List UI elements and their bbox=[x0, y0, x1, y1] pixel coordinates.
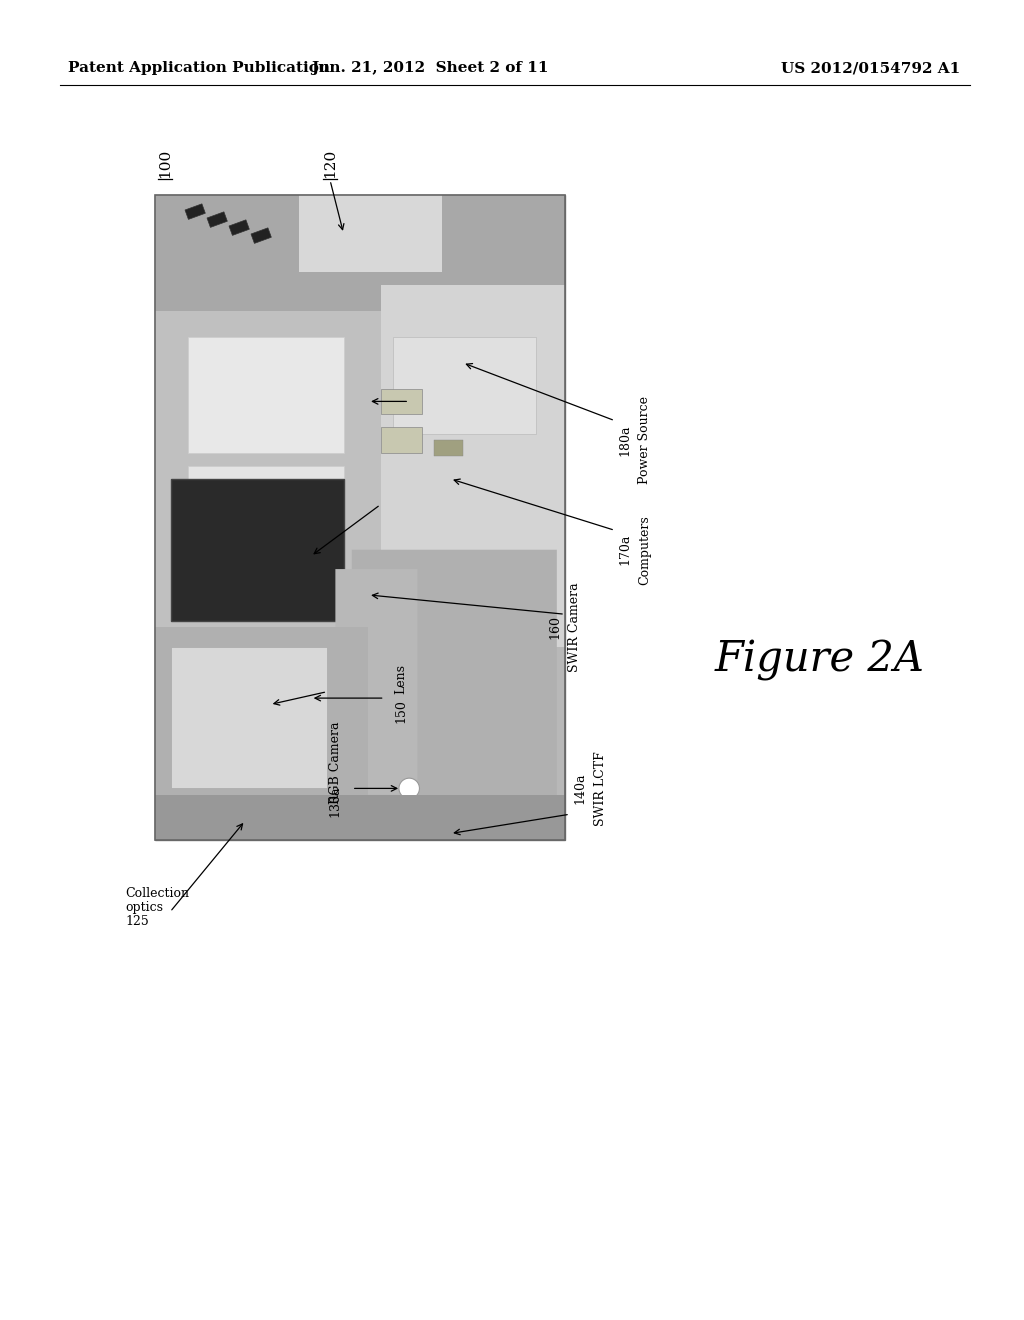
Text: Lens: Lens bbox=[394, 664, 408, 694]
FancyBboxPatch shape bbox=[352, 549, 557, 808]
Bar bbox=[171, 647, 328, 788]
Bar bbox=[381, 285, 565, 647]
Bar bbox=[155, 195, 565, 840]
Bar bbox=[155, 312, 381, 647]
Bar bbox=[381, 428, 422, 453]
Text: 100: 100 bbox=[158, 149, 172, 178]
Text: 125: 125 bbox=[125, 915, 148, 928]
Text: 160: 160 bbox=[549, 615, 561, 639]
Text: optics: optics bbox=[125, 902, 163, 913]
Bar bbox=[185, 203, 206, 219]
Bar bbox=[155, 795, 565, 840]
Bar bbox=[155, 195, 565, 312]
Text: 180a: 180a bbox=[618, 424, 632, 455]
Text: 150: 150 bbox=[394, 700, 408, 723]
Text: 170a: 170a bbox=[618, 535, 632, 565]
Bar bbox=[229, 220, 249, 235]
Bar bbox=[393, 337, 537, 434]
Text: 130a: 130a bbox=[329, 785, 342, 817]
Text: Power Source: Power Source bbox=[639, 396, 651, 484]
Bar bbox=[171, 479, 344, 620]
FancyBboxPatch shape bbox=[336, 569, 418, 795]
Text: Patent Application Publication: Patent Application Publication bbox=[68, 61, 330, 75]
Text: Jun. 21, 2012  Sheet 2 of 11: Jun. 21, 2012 Sheet 2 of 11 bbox=[311, 61, 549, 75]
Bar bbox=[251, 228, 271, 243]
Bar bbox=[381, 388, 422, 414]
Text: Computers: Computers bbox=[639, 515, 651, 585]
Text: US 2012/0154792 A1: US 2012/0154792 A1 bbox=[780, 61, 961, 75]
Bar bbox=[207, 211, 227, 227]
Text: RGB Camera: RGB Camera bbox=[329, 721, 342, 804]
Bar bbox=[434, 440, 463, 457]
Circle shape bbox=[399, 779, 420, 799]
Text: SWIR Camera: SWIR Camera bbox=[568, 582, 582, 672]
Bar bbox=[299, 195, 442, 272]
Text: 120: 120 bbox=[323, 149, 337, 178]
Text: Collection: Collection bbox=[125, 887, 189, 900]
Text: 140a: 140a bbox=[573, 772, 587, 804]
Bar bbox=[187, 337, 344, 453]
Text: Figure 2A: Figure 2A bbox=[715, 639, 925, 681]
Text: SWIR LCTF: SWIR LCTF bbox=[594, 751, 606, 826]
Bar bbox=[155, 627, 369, 821]
Bar bbox=[155, 195, 565, 840]
Bar bbox=[187, 466, 344, 544]
